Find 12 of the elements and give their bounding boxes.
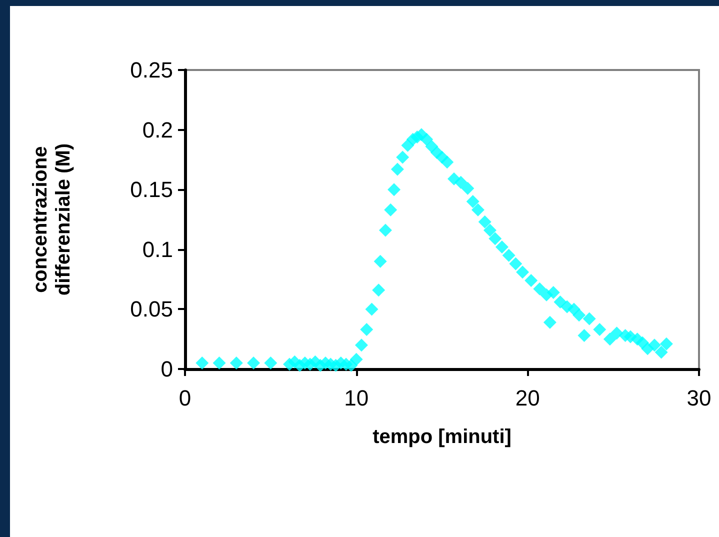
y-tick-label: 0.15 bbox=[130, 177, 173, 202]
y-tick-label: 0.2 bbox=[142, 117, 173, 142]
y-tick-label: 0.1 bbox=[142, 236, 173, 262]
y-tick-label: 0.05 bbox=[130, 296, 173, 322]
x-tick-label: 20 bbox=[515, 386, 540, 410]
x-tick-label: 0 bbox=[178, 386, 192, 410]
x-axis-title: tempo [minuti] bbox=[372, 426, 512, 448]
y-tick-label: 0.25 bbox=[130, 58, 173, 82]
y-tick-label: 0 bbox=[160, 356, 173, 382]
x-tick-label: 30 bbox=[686, 386, 712, 410]
x-tick-label: 10 bbox=[344, 386, 369, 410]
y-axis-title: concentrazione differenziale (M) bbox=[30, 143, 74, 296]
